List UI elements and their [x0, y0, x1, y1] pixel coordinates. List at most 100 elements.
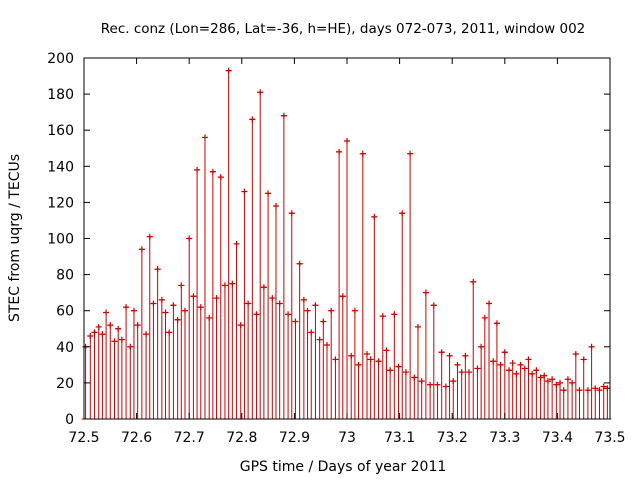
data-point — [134, 322, 141, 329]
data-point — [490, 358, 497, 365]
data-point — [521, 365, 528, 372]
data-point — [402, 369, 409, 376]
data-point — [285, 311, 292, 318]
data-point — [544, 378, 551, 385]
data-point — [557, 379, 564, 386]
data-point — [111, 338, 118, 345]
data-point — [351, 307, 358, 314]
data-marks — [81, 67, 612, 420]
data-point — [123, 304, 130, 311]
data-point — [517, 361, 524, 368]
data-point — [170, 302, 177, 309]
data-point — [529, 370, 536, 377]
data-point — [415, 323, 422, 330]
data-point — [418, 378, 425, 385]
data-point — [537, 374, 544, 381]
y-tick-label: 20 — [56, 376, 74, 392]
data-point — [304, 307, 311, 314]
data-point — [316, 336, 323, 343]
x-tick-label: 73.4 — [542, 430, 573, 446]
data-point — [174, 316, 181, 323]
data-point — [288, 210, 295, 217]
data-point — [257, 89, 264, 96]
x-tick-label: 72.5 — [68, 430, 99, 446]
x-axis-label: GPS time / Days of year 2011 — [240, 459, 447, 475]
data-point — [560, 387, 567, 394]
data-point — [328, 307, 335, 314]
data-point — [427, 381, 434, 388]
data-point — [600, 383, 607, 390]
data-point — [596, 387, 603, 394]
data-point — [99, 331, 106, 338]
data-point — [513, 370, 520, 377]
data-point — [339, 293, 346, 300]
data-point — [446, 352, 453, 359]
data-point — [478, 343, 485, 350]
data-point — [553, 381, 560, 388]
y-tick-label: 140 — [47, 159, 74, 175]
data-point — [525, 356, 532, 363]
y-tick-label: 60 — [56, 304, 74, 320]
data-point — [213, 295, 220, 302]
data-point — [363, 351, 370, 358]
data-point — [348, 352, 355, 359]
data-point — [375, 358, 382, 365]
data-point — [217, 174, 224, 181]
data-point — [194, 166, 201, 173]
data-point — [395, 363, 402, 370]
data-point — [296, 260, 303, 267]
data-point — [162, 309, 169, 316]
data-point — [154, 266, 161, 273]
data-point — [474, 365, 481, 372]
data-point — [332, 356, 339, 363]
data-point — [186, 235, 193, 242]
data-point — [312, 302, 319, 309]
data-point — [344, 138, 350, 145]
y-tick-label: 0 — [65, 412, 74, 428]
x-tick-label: 73 — [338, 430, 356, 446]
data-point — [501, 349, 508, 356]
data-point — [260, 284, 267, 291]
data-point — [308, 329, 315, 336]
data-point — [584, 387, 591, 394]
data-point — [549, 376, 556, 383]
data-point — [292, 318, 299, 325]
data-point — [245, 300, 252, 307]
data-point — [336, 148, 343, 155]
data-point — [454, 361, 461, 368]
data-point — [300, 296, 307, 303]
x-tick-label: 73.3 — [489, 430, 520, 446]
data-point — [107, 322, 114, 329]
data-point — [115, 325, 122, 332]
data-point — [355, 361, 362, 368]
data-point — [497, 361, 504, 368]
data-point — [253, 311, 260, 318]
plot-frame — [83, 57, 611, 420]
y-tick-label: 200 — [47, 51, 74, 67]
data-point — [206, 314, 213, 321]
data-point — [399, 210, 406, 217]
x-tick-label: 73.5 — [594, 430, 625, 446]
data-point — [407, 150, 414, 157]
data-point — [564, 376, 571, 383]
data-point — [146, 233, 153, 240]
data-point — [178, 282, 185, 289]
data-point — [411, 374, 418, 381]
x-tick-label: 72.7 — [174, 430, 205, 446]
y-tick-label: 100 — [47, 232, 74, 248]
y-axis-label: STEC from uqrg / TECUs — [7, 154, 23, 322]
data-point — [221, 282, 228, 289]
data-point — [592, 385, 599, 392]
axis-ticks: 72.5 72.6 72.7 72.8 72.9 73 73.1 73.2 73.3 73.4 73… — [47, 51, 625, 446]
data-point — [580, 356, 587, 363]
data-point — [87, 332, 94, 339]
data-point — [130, 307, 137, 314]
data-point — [276, 300, 283, 307]
data-point — [237, 322, 244, 329]
data-point — [225, 67, 232, 74]
data-point — [533, 367, 540, 374]
data-point — [541, 372, 548, 379]
data-point — [138, 246, 145, 253]
data-point — [442, 383, 449, 390]
